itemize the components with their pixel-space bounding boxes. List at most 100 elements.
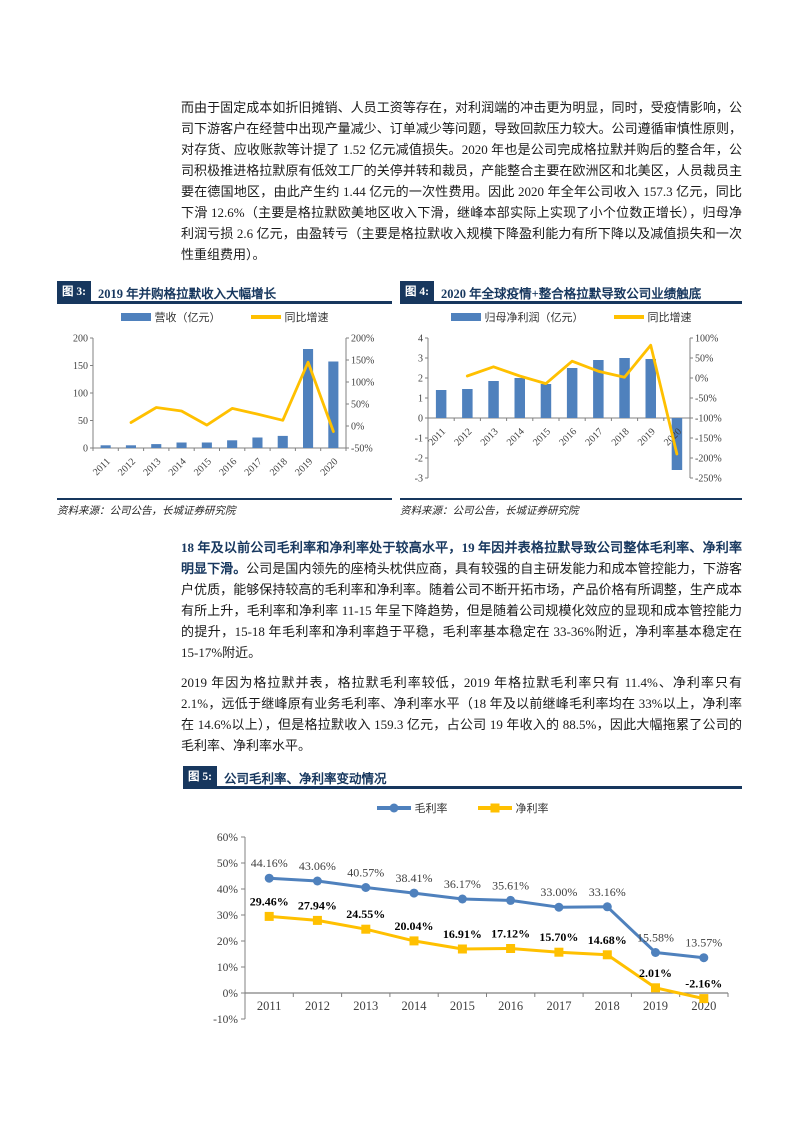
svg-text:44.16%: 44.16% bbox=[251, 856, 288, 870]
figure-4-legend: 归母净利润（亿元） 同比增速 bbox=[400, 304, 742, 330]
svg-text:-1: -1 bbox=[415, 434, 423, 445]
svg-text:60%: 60% bbox=[217, 832, 239, 844]
svg-text:100: 100 bbox=[73, 389, 88, 400]
svg-text:2014: 2014 bbox=[402, 999, 428, 1013]
svg-text:14.68%: 14.68% bbox=[588, 933, 627, 947]
svg-text:2015: 2015 bbox=[450, 999, 475, 1013]
line-swatch-icon bbox=[250, 315, 281, 319]
svg-text:-250%: -250% bbox=[695, 474, 722, 485]
figure-3-title: 2019 年并购格拉默收入大幅增长 bbox=[97, 287, 277, 301]
figure-4-badge: 图 4: bbox=[400, 281, 434, 301]
svg-text:2020: 2020 bbox=[691, 999, 716, 1013]
svg-text:24.55%: 24.55% bbox=[346, 907, 385, 921]
svg-text:2015: 2015 bbox=[192, 456, 214, 478]
svg-text:16.91%: 16.91% bbox=[443, 927, 482, 941]
svg-text:40.57%: 40.57% bbox=[347, 866, 384, 880]
svg-text:0: 0 bbox=[83, 444, 88, 455]
svg-text:2017: 2017 bbox=[584, 426, 606, 448]
svg-text:2020: 2020 bbox=[319, 456, 341, 478]
svg-text:150: 150 bbox=[73, 361, 88, 372]
figure-3: 图 3: 2019 年并购格拉默收入大幅增长 营收（亿元） 同比增速 0 50 10… bbox=[57, 281, 392, 518]
svg-text:15.70%: 15.70% bbox=[539, 930, 578, 944]
svg-text:29.46%: 29.46% bbox=[250, 894, 289, 908]
svg-text:1: 1 bbox=[418, 394, 423, 405]
legend-label: 归母净利润（亿元） bbox=[484, 312, 584, 324]
svg-text:38.41%: 38.41% bbox=[396, 871, 433, 885]
legend-item-net-profit: 归母净利润（亿元） bbox=[450, 309, 584, 325]
svg-text:100%: 100% bbox=[351, 378, 374, 389]
svg-text:2018: 2018 bbox=[610, 426, 632, 448]
svg-text:2018: 2018 bbox=[268, 456, 290, 478]
legend-item-growth: 同比增速 bbox=[613, 309, 692, 325]
svg-text:2.01%: 2.01% bbox=[639, 966, 672, 980]
svg-text:2019: 2019 bbox=[643, 999, 668, 1013]
svg-text:33.00%: 33.00% bbox=[540, 885, 577, 899]
svg-text:2015: 2015 bbox=[531, 426, 553, 448]
svg-text:13.57%: 13.57% bbox=[685, 936, 722, 950]
svg-text:-2.16%: -2.16% bbox=[685, 977, 722, 991]
figure-5-title: 公司毛利率、净利率变动情况 bbox=[223, 772, 387, 786]
svg-text:36.17%: 36.17% bbox=[444, 877, 481, 891]
line-circle-swatch-icon bbox=[376, 803, 411, 813]
figure-3-source: 资料来源：公司公告，长城证券研究院 bbox=[57, 498, 392, 518]
figure-4-header: 图 4: 2020 年全球疫情+整合格拉默导致公司业绩触底 bbox=[400, 281, 742, 304]
svg-text:15.58%: 15.58% bbox=[637, 931, 674, 945]
svg-text:-3: -3 bbox=[415, 474, 423, 485]
net-profit-growth-chart: -3 -2 -1 0 1 2 3 4 -250% -200% -150% -100% -50% 0% 50%… bbox=[415, 334, 722, 485]
svg-text:2011: 2011 bbox=[257, 999, 282, 1013]
svg-text:0%: 0% bbox=[223, 988, 239, 1000]
svg-text:-10%: -10% bbox=[213, 1014, 238, 1026]
svg-text:30%: 30% bbox=[217, 910, 239, 922]
legend-label: 净利率 bbox=[515, 803, 549, 815]
svg-text:-50%: -50% bbox=[351, 444, 373, 455]
svg-text:2017: 2017 bbox=[243, 456, 265, 478]
figure-5-legend: 毛利率 净利率 bbox=[183, 793, 742, 823]
svg-text:0: 0 bbox=[418, 414, 423, 425]
margin-trend-chart: -10% 0% 10% 20% 30% 40% 50% 60% 2011 2012 2013 2014… bbox=[213, 832, 729, 1026]
legend-item-growth: 同比增速 bbox=[250, 309, 329, 325]
svg-text:2011: 2011 bbox=[427, 426, 449, 448]
svg-text:3: 3 bbox=[418, 354, 423, 365]
figure-4-source: 资料来源：公司公告，长城证券研究院 bbox=[400, 498, 742, 518]
svg-text:33.16%: 33.16% bbox=[589, 885, 626, 899]
svg-text:50%: 50% bbox=[217, 858, 239, 870]
figure-5-header: 图 5: 公司毛利率、净利率变动情况 bbox=[183, 766, 742, 789]
svg-text:-150%: -150% bbox=[695, 434, 722, 445]
legend-item-gross-margin: 毛利率 bbox=[376, 800, 448, 816]
svg-text:2013: 2013 bbox=[479, 426, 501, 448]
svg-text:2013: 2013 bbox=[141, 456, 163, 478]
figure-5: 图 5: 公司毛利率、净利率变动情况 毛利率 净利率 -10% 0% 10% 20% 3… bbox=[183, 766, 742, 1070]
svg-text:2018: 2018 bbox=[595, 999, 620, 1013]
line-swatch-icon bbox=[613, 315, 644, 319]
svg-text:200%: 200% bbox=[351, 334, 374, 345]
svg-text:40%: 40% bbox=[217, 884, 239, 896]
body-paragraph-1: 而由于固定成本如折旧摊销、人员工资等存在，对利润端的冲击更为明显，同时，受疫情影… bbox=[181, 97, 742, 265]
bar-swatch-icon bbox=[120, 313, 151, 321]
svg-text:0%: 0% bbox=[695, 374, 708, 385]
legend-label: 毛利率 bbox=[414, 803, 448, 815]
svg-text:2014: 2014 bbox=[167, 456, 189, 478]
legend-label: 同比增速 bbox=[647, 312, 692, 324]
svg-text:50: 50 bbox=[78, 416, 88, 427]
svg-text:27.94%: 27.94% bbox=[298, 898, 337, 912]
paragraph-text: 2019 年因为格拉默并表，格拉默毛利率较低，2019 年格拉默毛利率只有 11… bbox=[181, 675, 742, 753]
legend-item-net-margin: 净利率 bbox=[477, 800, 549, 816]
svg-text:0%: 0% bbox=[351, 422, 364, 433]
svg-text:-100%: -100% bbox=[695, 414, 722, 425]
svg-text:20.04%: 20.04% bbox=[395, 919, 434, 933]
svg-text:200: 200 bbox=[73, 334, 88, 345]
body-paragraph-3: 2019 年因为格拉默并表，格拉默毛利率较低，2019 年格拉默毛利率只有 11… bbox=[181, 672, 742, 756]
figure-4: 图 4: 2020 年全球疫情+整合格拉默导致公司业绩触底 归母净利润（亿元） … bbox=[400, 281, 742, 518]
svg-text:100%: 100% bbox=[695, 334, 718, 345]
svg-text:-200%: -200% bbox=[695, 454, 722, 465]
legend-label: 同比增速 bbox=[284, 312, 329, 324]
paragraph-lead-bold: 18 年及以前公司毛利率和净利率处于较高水平，19 年因并表格拉默导致公司整体毛… bbox=[181, 540, 742, 576]
body-paragraph-2: 18 年及以前公司毛利率和净利率处于较高水平，19 年因并表格拉默导致公司整体毛… bbox=[181, 537, 742, 663]
svg-text:-2: -2 bbox=[415, 454, 423, 465]
svg-text:2017: 2017 bbox=[546, 999, 571, 1013]
svg-text:2016: 2016 bbox=[217, 456, 239, 478]
svg-text:2019: 2019 bbox=[293, 456, 315, 478]
figure-5-badge: 图 5: bbox=[183, 766, 217, 786]
